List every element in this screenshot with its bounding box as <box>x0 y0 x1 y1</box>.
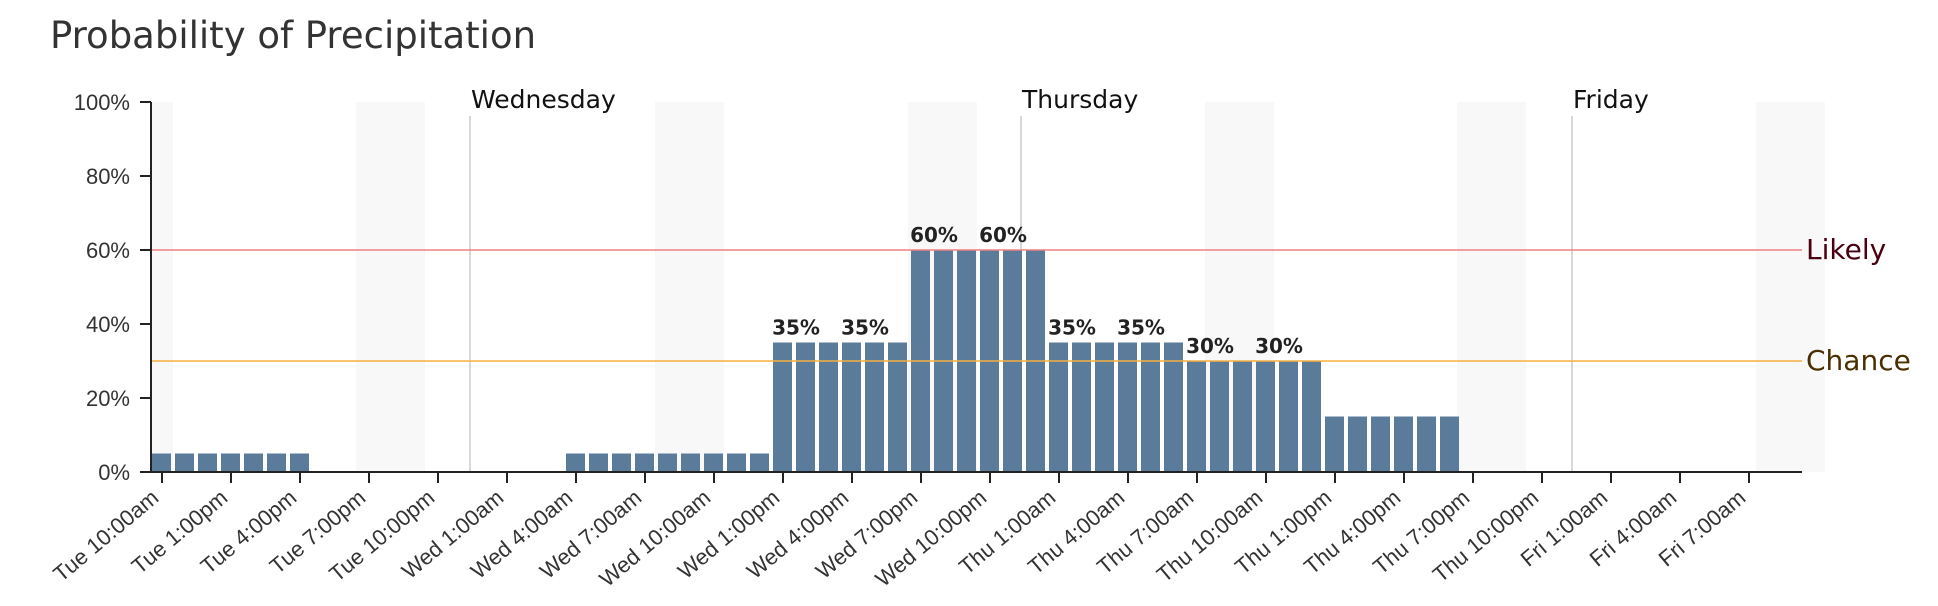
bar <box>1118 342 1137 472</box>
bar <box>1440 416 1459 472</box>
night-band <box>151 102 173 472</box>
bar <box>1302 361 1321 472</box>
bar <box>865 342 884 472</box>
bar <box>1187 361 1206 472</box>
bar <box>1348 416 1367 472</box>
bar <box>888 342 907 472</box>
bar <box>842 342 861 472</box>
bar <box>152 453 171 472</box>
night-band <box>1756 102 1825 472</box>
bar <box>1256 361 1275 472</box>
bar <box>773 342 792 472</box>
bar-labels: 35% 35% 60% 60% 35% 35% 30% 30% <box>772 223 1303 358</box>
y-tick-label: 20% <box>86 386 130 411</box>
threshold-label: Chance <box>1806 344 1911 377</box>
bar <box>1210 361 1229 472</box>
night-band <box>356 102 425 472</box>
bar <box>1417 416 1436 472</box>
y-tick-label: 80% <box>86 164 130 189</box>
day-label: Thursday <box>1021 85 1138 114</box>
y-tick-label: 0% <box>98 460 130 485</box>
y-tick-label: 40% <box>86 312 130 337</box>
chart-title: Probability of Precipitation <box>50 14 537 57</box>
axes <box>150 102 1802 473</box>
bar <box>727 453 746 472</box>
bar <box>681 453 700 472</box>
threshold-lines: Likely Chance <box>151 233 1911 377</box>
y-axis-ticks: 0% 20% 40% 60% 80% 100% <box>74 90 151 485</box>
bar-value-label: 60% <box>979 223 1027 247</box>
threshold-label: Likely <box>1806 233 1886 266</box>
bar <box>658 453 677 472</box>
bar <box>290 453 309 472</box>
bar <box>1095 342 1114 472</box>
bar <box>612 453 631 472</box>
bar <box>1371 416 1390 472</box>
bar <box>1164 342 1183 472</box>
bar <box>1325 416 1344 472</box>
y-tick-label: 60% <box>86 238 130 263</box>
bar <box>175 453 194 472</box>
bars <box>152 250 1459 472</box>
day-label: Wednesday <box>471 85 616 114</box>
bar-value-label: 35% <box>1117 316 1165 340</box>
bar <box>796 342 815 472</box>
y-tick-label: 100% <box>74 90 130 115</box>
night-band <box>1457 102 1526 472</box>
bar <box>1072 342 1091 472</box>
bar-value-label: 35% <box>1048 316 1096 340</box>
bar <box>566 453 585 472</box>
bar <box>1049 342 1068 472</box>
bar <box>819 342 838 472</box>
bar <box>198 453 217 472</box>
bar <box>1394 416 1413 472</box>
bar <box>750 453 769 472</box>
bar <box>221 453 240 472</box>
day-label: Friday <box>1573 85 1649 114</box>
bar <box>1141 342 1160 472</box>
night-band <box>655 102 724 472</box>
bar <box>704 453 723 472</box>
bar-value-label: 35% <box>841 316 889 340</box>
day-divider-lines: Wednesday Thursday Friday <box>469 85 1649 472</box>
bar-value-label: 35% <box>772 316 820 340</box>
bar <box>267 453 286 472</box>
bar <box>1233 361 1252 472</box>
bar-value-label: 30% <box>1255 334 1303 358</box>
bar-value-label: 60% <box>910 223 958 247</box>
bar <box>1279 361 1298 472</box>
bar <box>244 453 263 472</box>
bar-value-label: 30% <box>1186 334 1234 358</box>
bar <box>635 453 654 472</box>
bar <box>589 453 608 472</box>
